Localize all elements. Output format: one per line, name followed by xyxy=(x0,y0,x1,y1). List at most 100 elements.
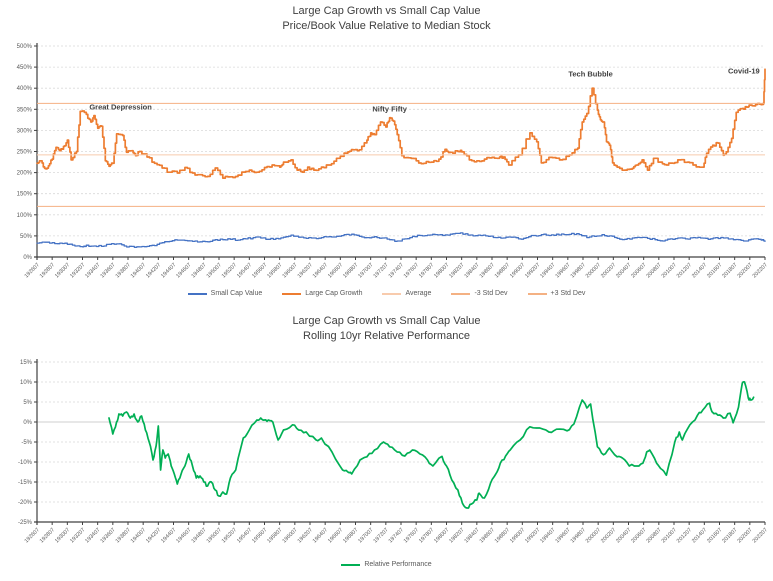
svg-text:196007: 196007 xyxy=(282,527,299,544)
svg-text:195207: 195207 xyxy=(221,527,238,544)
svg-text:194207: 194207 xyxy=(145,262,162,279)
svg-text:196607: 196607 xyxy=(327,262,344,279)
svg-text:194007: 194007 xyxy=(130,527,147,544)
svg-text:200407: 200407 xyxy=(615,527,632,544)
legend-label: -3 Std Dev xyxy=(474,290,508,297)
svg-text:202007: 202007 xyxy=(737,527,754,544)
svg-text:198407: 198407 xyxy=(464,527,481,544)
legend-label: Small Cap Value xyxy=(210,290,263,297)
svg-text:196607: 196607 xyxy=(327,527,344,544)
svg-text:195207: 195207 xyxy=(221,262,238,279)
svg-text:198407: 198407 xyxy=(464,262,481,279)
svg-text:195607: 195607 xyxy=(251,262,268,279)
svg-text:200007: 200007 xyxy=(585,527,602,544)
svg-text:197807: 197807 xyxy=(418,527,435,544)
svg-text:192807: 192807 xyxy=(39,262,56,279)
svg-text:197607: 197607 xyxy=(403,527,420,544)
svg-text:193407: 193407 xyxy=(84,262,101,279)
svg-text:196807: 196807 xyxy=(342,527,359,544)
svg-text:194807: 194807 xyxy=(191,262,208,279)
svg-text:400%: 400% xyxy=(17,86,33,92)
price-book-chart-panel: Large Cap Growth vs Small Cap Value Pric… xyxy=(17,5,769,297)
relative-performance-chart-panel: Large Cap Growth vs Small Cap Value Roll… xyxy=(0,310,773,581)
svg-text:200807: 200807 xyxy=(646,527,663,544)
svg-text:199807: 199807 xyxy=(570,527,587,544)
svg-text:198207: 198207 xyxy=(448,262,465,279)
chart2-title: Large Cap Growth vs Small Cap Value xyxy=(292,315,481,327)
svg-text:-20%: -20% xyxy=(18,500,33,506)
chart2-subtitle: Rolling 10yr Relative Performance xyxy=(303,330,470,342)
svg-text:193807: 193807 xyxy=(115,527,132,544)
svg-text:192607: 192607 xyxy=(24,262,41,279)
price-book-plot: 0% 50% 100% 150% 200% 250% 300% 350% 400% 450% 500… xyxy=(17,43,769,279)
svg-text:201607: 201607 xyxy=(706,262,723,279)
legend-label: Average xyxy=(405,290,432,297)
svg-text:199207: 199207 xyxy=(524,262,541,279)
svg-text:150%: 150% xyxy=(17,192,33,198)
svg-text:193207: 193207 xyxy=(69,527,86,544)
svg-text:195007: 195007 xyxy=(206,262,223,279)
svg-text:193007: 193007 xyxy=(54,262,71,279)
legend-label: Large Cap Growth xyxy=(305,290,363,297)
svg-text:196407: 196407 xyxy=(312,527,329,544)
svg-text:193407: 193407 xyxy=(84,527,101,544)
series-relative-performance xyxy=(108,380,755,509)
svg-text:193607: 193607 xyxy=(100,262,117,279)
svg-text:195007: 195007 xyxy=(206,527,223,544)
average-line-swatch xyxy=(382,292,402,295)
svg-text:350%: 350% xyxy=(17,107,33,113)
chart1-title: Large Cap Growth vs Small Cap Value xyxy=(292,5,481,17)
svg-text:199607: 199607 xyxy=(555,262,572,279)
svg-text:195807: 195807 xyxy=(266,527,283,544)
svg-text:0%: 0% xyxy=(23,255,32,261)
svg-text:200007: 200007 xyxy=(585,262,602,279)
legend-item-large-cap-growth: Large Cap Growth xyxy=(282,290,362,297)
svg-text:194607: 194607 xyxy=(175,527,192,544)
minus-3-std-dev-line-swatch xyxy=(451,292,471,295)
chart2-legend: Relative Performance xyxy=(0,561,773,568)
svg-text:201807: 201807 xyxy=(721,527,738,544)
svg-text:200407: 200407 xyxy=(615,262,632,279)
small-cap-value-line-swatch xyxy=(187,292,207,295)
svg-text:193007: 193007 xyxy=(54,527,71,544)
svg-text:194407: 194407 xyxy=(160,527,177,544)
svg-text:201407: 201407 xyxy=(691,262,708,279)
svg-text:196207: 196207 xyxy=(297,262,314,279)
annotation-tech-bubble: Tech Bubble xyxy=(568,69,612,78)
svg-text:0%: 0% xyxy=(23,420,32,426)
legend-item-small-cap-value: Small Cap Value xyxy=(187,290,263,297)
legend-item-average: Average xyxy=(382,290,431,297)
svg-text:198807: 198807 xyxy=(494,262,511,279)
svg-text:199807: 199807 xyxy=(570,262,587,279)
svg-text:196007: 196007 xyxy=(282,262,299,279)
svg-text:10%: 10% xyxy=(20,380,33,386)
legend-item-relative-performance: Relative Performance xyxy=(341,561,432,568)
svg-text:201007: 201007 xyxy=(661,262,678,279)
gridlines-and-y-axis: -25% -20% -15% -10% -5% 0% 5% 10% 15% xyxy=(18,360,765,526)
legend-label: +3 Std Dev xyxy=(550,290,586,297)
svg-text:-10%: -10% xyxy=(18,460,33,466)
svg-text:-5%: -5% xyxy=(21,440,32,446)
svg-text:198007: 198007 xyxy=(433,262,450,279)
plus-3-std-dev-line-swatch xyxy=(527,292,547,295)
svg-text:200207: 200207 xyxy=(600,262,617,279)
legend-label: Relative Performance xyxy=(364,561,432,568)
annotation-great-depression: Great Depression xyxy=(89,102,152,111)
svg-text:199007: 199007 xyxy=(509,262,526,279)
svg-text:15%: 15% xyxy=(20,360,33,366)
large-cap-growth-line-swatch xyxy=(282,292,302,295)
axes xyxy=(34,43,765,260)
svg-text:-25%: -25% xyxy=(18,520,33,526)
svg-text:198607: 198607 xyxy=(479,527,496,544)
annotation-nifty-fifty: Nifty Fifty xyxy=(372,104,407,113)
svg-text:193807: 193807 xyxy=(115,262,132,279)
svg-text:198807: 198807 xyxy=(494,527,511,544)
svg-text:199607: 199607 xyxy=(555,527,572,544)
svg-text:197207: 197207 xyxy=(373,527,390,544)
svg-text:201407: 201407 xyxy=(691,527,708,544)
svg-text:194207: 194207 xyxy=(145,527,162,544)
svg-text:197407: 197407 xyxy=(388,527,405,544)
svg-text:195607: 195607 xyxy=(251,527,268,544)
svg-text:198607: 198607 xyxy=(479,262,496,279)
